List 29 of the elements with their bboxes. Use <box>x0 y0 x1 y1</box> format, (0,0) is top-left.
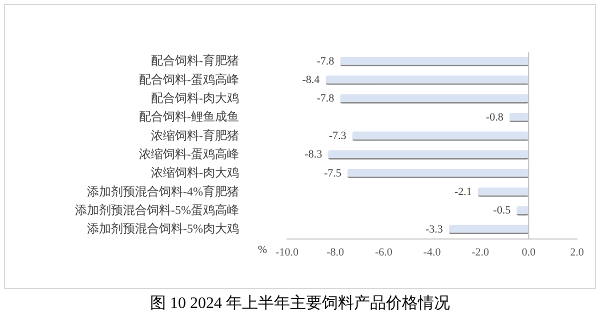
y-tick-label: 浓缩饲料-蛋鸡高峰 <box>138 146 239 161</box>
x-tick-label: -6.0 <box>374 246 393 258</box>
y-tick-label: 添加剂预混合饲料-4%育肥猪 <box>86 184 239 198</box>
x-tick-label: -4.0 <box>423 246 442 258</box>
data-label: -7.8 <box>316 55 335 68</box>
data-label: -7.5 <box>324 167 342 180</box>
y-tick-label: 配合饲料-肉大鸡 <box>150 91 239 106</box>
y-tick-label: 配合饲料-鲤鱼成鱼 <box>138 110 239 124</box>
y-tick-label: 配合饲料-蛋鸡高峰 <box>138 72 239 86</box>
data-label: -0.8 <box>486 111 504 124</box>
text: 图 10 2024 年上半年主要饲料产品价格情况 <box>149 294 451 314</box>
data-label: -3.3 <box>425 223 444 236</box>
x-tick-label: 0.0 <box>522 246 536 258</box>
x-tick-label: 2.0 <box>570 246 584 258</box>
data-label: -8.4 <box>302 74 320 86</box>
x-tick-label: -10.0 <box>276 246 299 258</box>
y-tick-label: 添加剂预混合饲料-5%肉大鸡 <box>86 222 239 236</box>
x-axis-title: % <box>258 244 267 256</box>
y-tick-label: 浓缩饲料-肉大鸡 <box>150 166 239 180</box>
x-tick-label: -8.0 <box>326 246 345 258</box>
y-tick-label: 浓缩饲料-育肥猪 <box>150 128 239 142</box>
data-label: -0.5 <box>493 204 512 217</box>
data-label: -7.8 <box>316 92 335 105</box>
y-tick-label: 添加剂预混合饲料-5%蛋鸡高峰 <box>74 202 239 217</box>
data-label: -2.1 <box>454 186 472 198</box>
x-tick-label: -2.0 <box>472 246 490 258</box>
y-tick-label: 配合饲料-育肥猪 <box>150 54 239 68</box>
data-label: -8.3 <box>304 148 323 161</box>
data-label: -7.3 <box>328 130 347 142</box>
